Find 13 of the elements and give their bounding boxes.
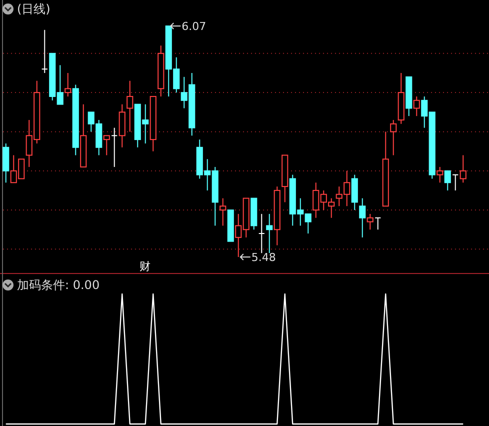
candlestick <box>220 198 226 226</box>
candlestick <box>258 213 265 254</box>
candlestick <box>158 45 164 97</box>
text: 财 <box>140 260 150 273</box>
candlestick <box>359 198 366 238</box>
candlestick <box>111 127 118 168</box>
candlestick <box>126 80 134 132</box>
candlestick <box>118 104 126 148</box>
chart-title: (日线) <box>17 2 50 16</box>
annotation: 5.48 <box>251 251 276 264</box>
chart-title: 加码条件: 0.00 <box>17 278 100 292</box>
candlestick <box>266 213 273 254</box>
annotation: 6.07 <box>182 20 206 33</box>
